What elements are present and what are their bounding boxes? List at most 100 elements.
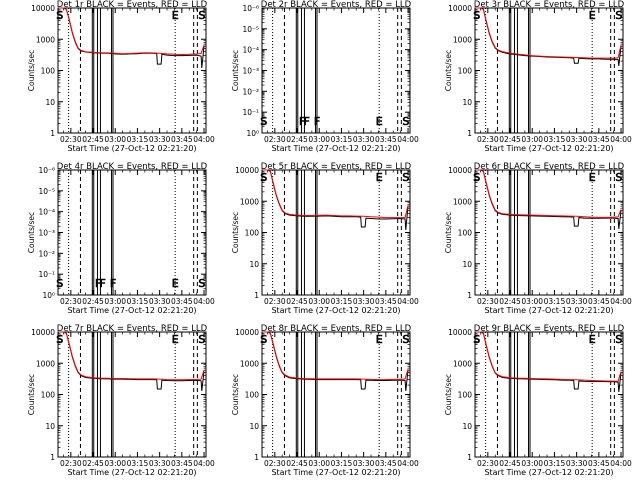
lld-series-line <box>476 7 622 59</box>
y-tick-label: 100 <box>245 391 260 400</box>
x-tick-label: 03:15 <box>127 459 149 468</box>
y-tick-label: 10⁻¹ <box>38 270 55 279</box>
y-tick-label: 10⁻⁵ <box>242 25 259 34</box>
panel-title: Det 4r BLACK = Events, RED = LLD <box>57 162 208 172</box>
x-axis-label: Start Time (27-Oct-12 02:21:20) <box>271 144 400 153</box>
marker-f: F <box>299 115 305 128</box>
x-axis-label: Start Time (27-Oct-12 02:21:20) <box>484 306 613 315</box>
x-tick-label: 03:45 <box>588 297 610 306</box>
x-tick-label: 04:00 <box>397 459 419 468</box>
y-tick-label: 100 <box>41 391 56 400</box>
y-axis-label: Counts/sec <box>444 50 453 91</box>
panel-title: Det 5r BLACK = Events, RED = LLD <box>261 162 412 172</box>
x-tick-label: 03:00 <box>104 459 126 468</box>
x-axis-label: Start Time (27-Oct-12 02:21:20) <box>67 306 196 315</box>
x-tick-label: 03:30 <box>353 135 375 144</box>
x-tick-label: 03:15 <box>544 135 566 144</box>
y-tick-label: 1000 <box>36 35 55 44</box>
y-axis-label: Counts/sec <box>27 50 36 91</box>
marker-e: E <box>172 9 179 22</box>
y-tick-label: 1000 <box>453 197 472 206</box>
y-axis-label: Counts/sec <box>231 50 240 91</box>
lld-series-line <box>59 7 205 56</box>
x-tick-label: 02:30 <box>477 135 499 144</box>
panel-det-1: Det 1r BLACK = Events, RED = LLD 1 10 100 10… <box>27 0 215 153</box>
y-tick-label: 10 <box>249 422 259 431</box>
x-tick-label: 03:00 <box>104 135 126 144</box>
x-tick-label: 03:30 <box>149 135 171 144</box>
y-tick-label: 10000 <box>448 166 472 175</box>
x-axis-label: Start Time (27-Oct-12 02:21:20) <box>271 468 400 477</box>
x-tick-label: 04:00 <box>397 297 419 306</box>
x-tick-label: 03:00 <box>104 297 126 306</box>
x-tick-label: 02:45 <box>286 135 308 144</box>
x-tick-label: 03:30 <box>566 459 588 468</box>
x-tick-label: 04:00 <box>193 297 215 306</box>
x-tick-label: 03:45 <box>171 459 193 468</box>
x-tick-label: 03:30 <box>566 135 588 144</box>
y-tick-label: 10 <box>45 98 55 107</box>
x-tick-label: 03:00 <box>521 135 543 144</box>
y-tick-label: 10000 <box>448 328 472 337</box>
x-tick-label: 04:00 <box>610 459 632 468</box>
x-tick-label: 03:45 <box>588 459 610 468</box>
panel-title: Det 7r BLACK = Events, RED = LLD <box>57 324 208 334</box>
y-tick-label: 10⁻⁴ <box>38 208 55 217</box>
y-tick-label: 10 <box>45 422 55 431</box>
lld-series-line <box>263 169 409 219</box>
x-tick-label: 03:15 <box>544 459 566 468</box>
y-tick-label: 10⁻⁵ <box>38 187 55 196</box>
x-tick-label: 03:45 <box>375 297 397 306</box>
x-tick-label: 03:45 <box>171 297 193 306</box>
x-tick-label: 03:15 <box>331 135 353 144</box>
y-tick-label: 1 <box>467 453 472 462</box>
marker-f: F <box>314 115 320 128</box>
y-tick-label: 10⁻² <box>38 249 55 258</box>
marker-e: E <box>376 171 383 184</box>
x-axis-label: Start Time (27-Oct-12 02:21:20) <box>484 468 613 477</box>
marker-e: E <box>172 277 179 290</box>
marker-s: S <box>56 277 63 290</box>
y-tick-label: 100 <box>458 391 473 400</box>
panel-det-4: Det 4r BLACK = Events, RED = LLD 10⁰ 10⁻¹ 1… <box>27 162 215 315</box>
y-tick-label: 10 <box>462 422 472 431</box>
x-tick-label: 02:45 <box>499 135 521 144</box>
y-tick-label: 1 <box>50 453 55 462</box>
y-axis-label: Counts/sec <box>231 374 240 415</box>
y-tick-label: 10 <box>462 260 472 269</box>
lld-series-line <box>263 331 409 381</box>
panel-title: Det 6r BLACK = Events, RED = LLD <box>474 162 625 172</box>
x-tick-label: 03:45 <box>588 135 610 144</box>
marker-e: E <box>589 333 596 346</box>
lld-series-line <box>476 331 622 382</box>
x-tick-label: 03:45 <box>171 135 193 144</box>
marker-s: S <box>473 333 480 346</box>
y-tick-label: 1000 <box>36 359 55 368</box>
x-tick-label: 03:45 <box>375 135 397 144</box>
panel-det-6: Det 6r BLACK = Events, RED = LLD 1 10 100 10… <box>444 162 632 315</box>
x-tick-label: 02:30 <box>264 459 286 468</box>
y-tick-label: 10⁻¹ <box>242 108 259 117</box>
y-tick-label: 10⁻⁴ <box>242 46 259 55</box>
x-tick-label: 02:30 <box>477 297 499 306</box>
x-tick-label: 02:45 <box>82 135 104 144</box>
panel-title: Det 8r BLACK = Events, RED = LLD <box>261 324 412 334</box>
marker-s: S <box>198 277 205 290</box>
x-tick-label: 03:30 <box>149 297 171 306</box>
x-tick-label: 02:30 <box>264 135 286 144</box>
x-tick-label: 03:15 <box>127 135 149 144</box>
y-tick-label: 10000 <box>235 328 259 337</box>
x-axis-label: Start Time (27-Oct-12 02:21:20) <box>67 144 196 153</box>
y-axis-label: Counts/sec <box>444 374 453 415</box>
marker-e: E <box>376 333 383 346</box>
y-tick-label: 10⁻³ <box>38 229 55 238</box>
marker-s: S <box>198 9 205 22</box>
y-tick-label: 10⁻³ <box>242 67 259 76</box>
y-tick-label: 1 <box>254 291 259 300</box>
y-tick-label: 100 <box>458 229 473 238</box>
y-tick-label: 10000 <box>31 4 55 13</box>
y-tick-label: 1000 <box>453 35 472 44</box>
x-tick-label: 03:00 <box>308 459 330 468</box>
y-tick-label: 10⁰ <box>42 291 55 300</box>
